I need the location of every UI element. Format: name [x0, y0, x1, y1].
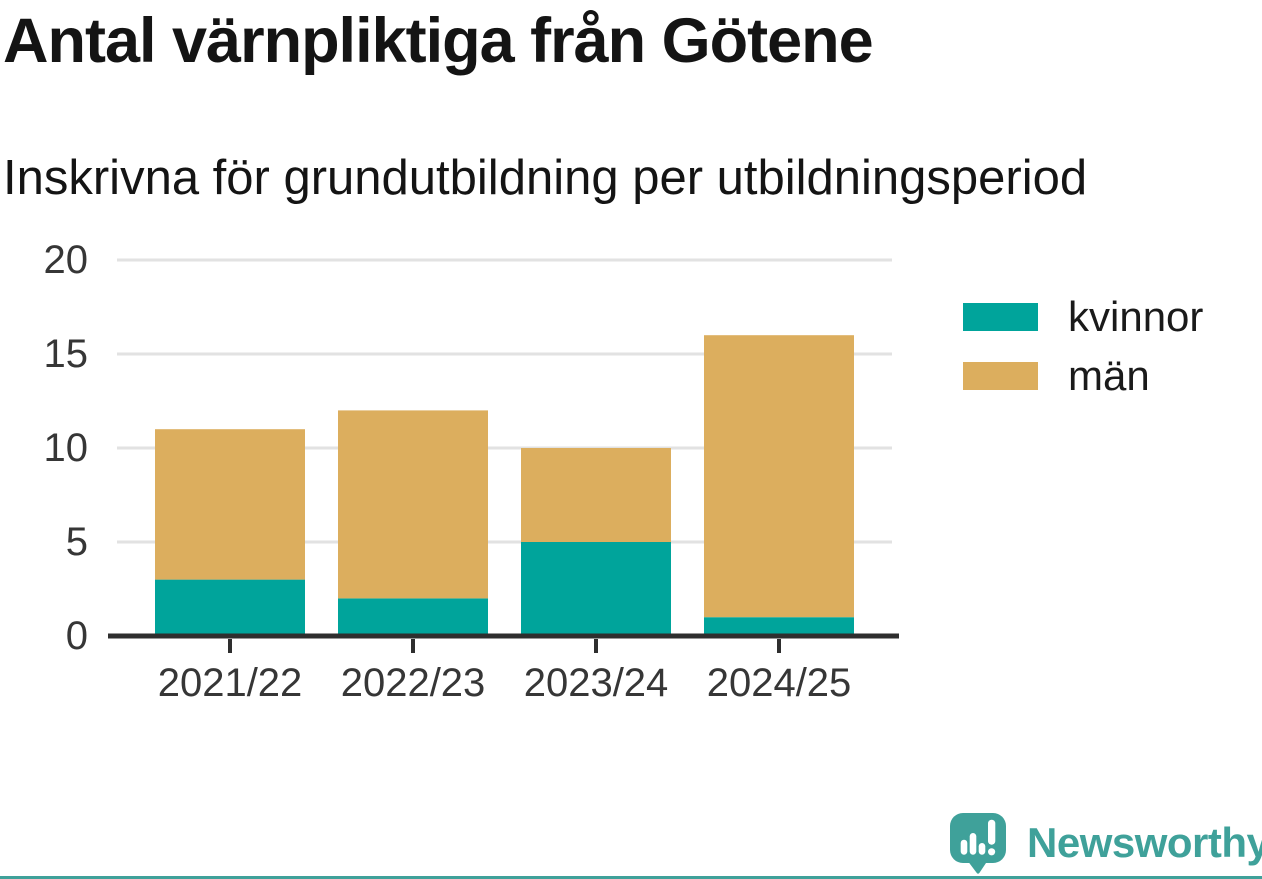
bar-segment-män-2021/22[interactable] [155, 429, 305, 580]
stacked-bar-chart: 0 5 10 15 20 2021/22 2022/23 2023/24 2024/25 [44, 240, 899, 705]
legend-label-män: män [1068, 352, 1150, 399]
chart-title: Antal värnpliktiga från Götene [3, 6, 874, 76]
newsworthy-brand-link[interactable]: Newsworthy [938, 808, 1262, 877]
bar-segment-kvinnor-2022/23[interactable] [338, 598, 488, 636]
legend-item-män[interactable]: män [963, 352, 1203, 400]
y-tick-label-0: 0 [66, 614, 88, 658]
y-tick-label-15: 15 [44, 332, 89, 376]
brand-bottom-rule [0, 876, 1262, 879]
chart-subtitle: Inskrivna för grundutbildning per utbild… [3, 151, 1088, 205]
legend-swatch-kvinnor [963, 303, 1038, 331]
bar-segment-kvinnor-2021/22[interactable] [155, 579, 305, 636]
legend-label-kvinnor: kvinnor [1068, 293, 1204, 340]
y-tick-label-5: 5 [66, 520, 88, 564]
legend: kvinnor män [963, 293, 1203, 400]
y-tick-label-10: 10 [44, 426, 89, 470]
bar-segment-män-2024/25[interactable] [704, 335, 854, 618]
bar-segment-kvinnor-2024/25[interactable] [704, 617, 854, 636]
y-tick-label-20: 20 [44, 240, 89, 282]
bar-segment-kvinnor-2023/24[interactable] [521, 542, 671, 636]
x-tick-label-2022/23: 2022/23 [341, 661, 486, 705]
bar-segment-män-2022/23[interactable] [338, 410, 488, 599]
legend-item-kvinnor[interactable]: kvinnor [963, 293, 1203, 341]
x-tick-label-2023/24: 2023/24 [524, 661, 669, 705]
newsworthy-logo-icon [950, 813, 1006, 874]
x-tick-label-2021/22: 2021/22 [158, 661, 303, 705]
x-tick-label-2024/25: 2024/25 [707, 661, 852, 705]
newsworthy-wordmark: Newsworthy [1027, 818, 1262, 866]
legend-swatch-män [963, 362, 1038, 390]
bar-segment-män-2023/24[interactable] [521, 448, 671, 542]
